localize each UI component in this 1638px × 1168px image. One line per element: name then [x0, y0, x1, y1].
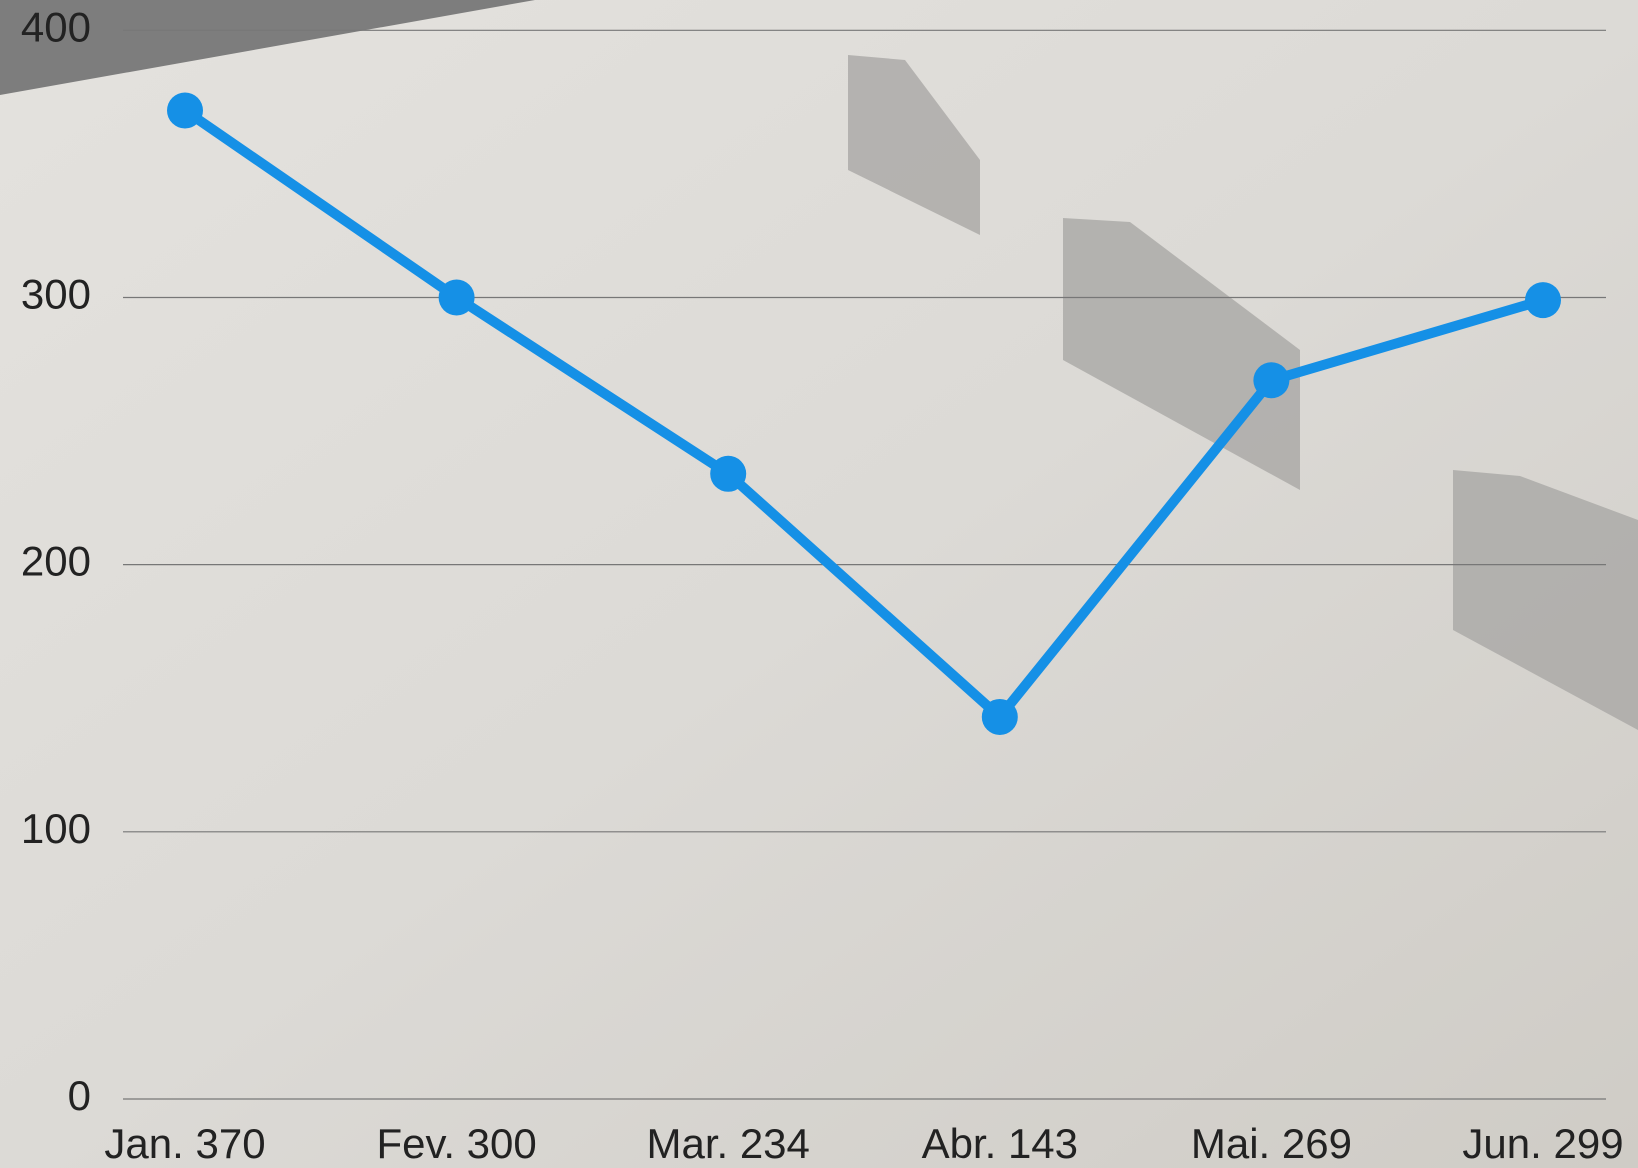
y-tick-label: 200: [21, 538, 91, 585]
x-tick-label: Abr. 143: [922, 1120, 1078, 1167]
y-tick-label: 300: [21, 271, 91, 318]
marker: [167, 92, 203, 129]
marker: [438, 279, 475, 316]
marker: [1253, 362, 1290, 399]
background-shadow: [1453, 470, 1638, 730]
marker: [981, 698, 1018, 735]
y-tick-label: 100: [21, 805, 91, 852]
x-tick-label: Mai. 269: [1191, 1120, 1352, 1167]
x-tick-label: Fev. 300: [376, 1120, 536, 1167]
background-shadow: [0, 0, 535, 95]
background-shadow: [848, 55, 980, 235]
x-tick-label: Jan. 370: [104, 1120, 265, 1167]
line: [182, 106, 1545, 722]
y-tick-label: 0: [68, 1072, 91, 1119]
x-tick-label: Mar. 234: [646, 1120, 809, 1167]
marker: [1525, 282, 1561, 319]
x-tick-label: Jun. 299: [1462, 1120, 1623, 1167]
marker: [710, 455, 747, 492]
y-tick-label: 400: [21, 3, 91, 50]
